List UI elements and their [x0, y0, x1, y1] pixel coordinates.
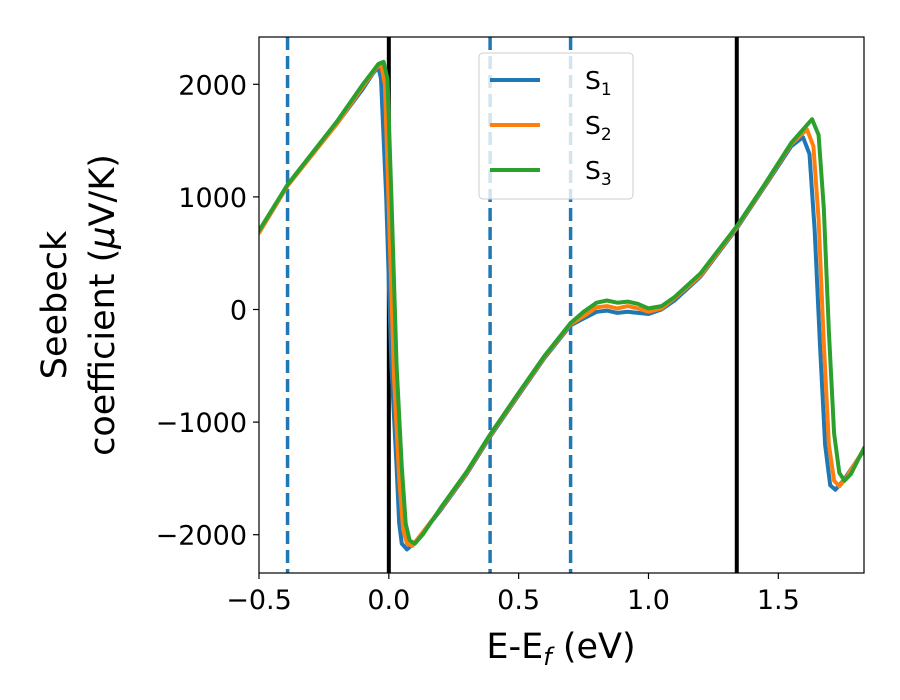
y-axis-label-line2: coefficient (μV/K): [83, 154, 123, 456]
legend-box: [478, 52, 634, 200]
y-axis-label-line1: Seebeck: [35, 230, 75, 379]
x-tick-label: −0.5: [226, 585, 292, 616]
y-tick-label: 0: [230, 296, 247, 327]
x-axis-ticks: −0.5 0.0 0.5 1.0 1.5: [226, 573, 800, 616]
y-axis-label: Seebeck coefficient (μV/K): [35, 154, 123, 456]
legend-label-s3: S3: [585, 156, 612, 190]
x-axis-label: E-Ef (eV): [486, 627, 635, 671]
x-tick-label: 0.5: [497, 585, 540, 616]
x-tick-label: 0.0: [367, 585, 410, 616]
legend-label-s2: S2: [585, 111, 612, 145]
x-tick-label: 1.5: [757, 585, 800, 616]
x-tick-label: 1.0: [627, 585, 670, 616]
y-tick-label: 1000: [178, 183, 247, 214]
legend: S1 S2 S3: [478, 52, 634, 200]
y-axis-ticks: −2000 −1000 0 1000 2000: [156, 70, 259, 552]
y-tick-label: −2000: [156, 521, 247, 552]
y-tick-label: −1000: [156, 408, 247, 439]
series-line-s2: [259, 62, 864, 548]
plot-frame: [258, 36, 865, 574]
legend-label-s1: S1: [585, 66, 612, 100]
series-line-s1: [259, 65, 864, 552]
series-lines: [259, 59, 864, 552]
series-line-s3: [259, 59, 864, 546]
y-tick-label: 2000: [178, 70, 247, 101]
